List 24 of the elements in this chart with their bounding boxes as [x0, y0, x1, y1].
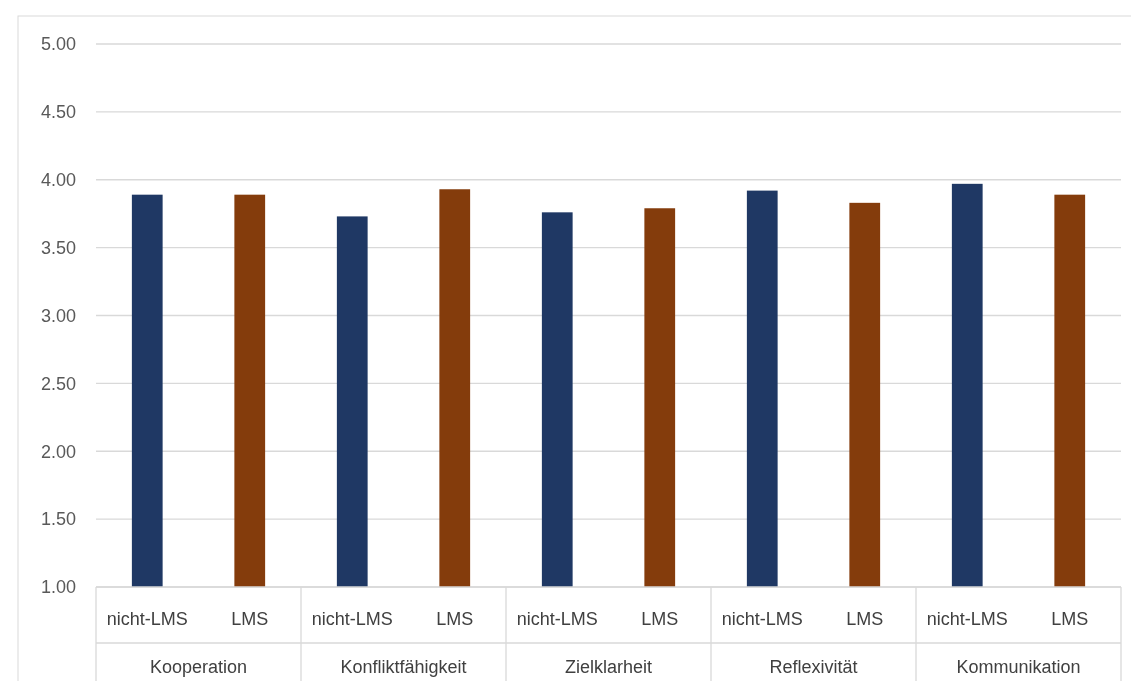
text: Zielklarheit: [564, 657, 653, 678]
x-tick-label: nicht-LMS: [516, 609, 598, 630]
text: Reflexivität: [769, 657, 858, 678]
text: Kooperation: [149, 657, 248, 678]
x-tick-label: nicht-LMS: [106, 609, 188, 630]
x-tick-label: LMS: [641, 609, 679, 630]
text: Kommunikation: [956, 657, 1081, 678]
text: Konfliktfähigkeit: [340, 657, 467, 678]
x-tick-label: nicht-LMS: [721, 609, 803, 630]
y-tick-label: 1.50: [40, 509, 76, 530]
y-tick-label: 5.00: [40, 34, 76, 55]
x-tick-label: LMS: [846, 609, 884, 630]
y-tick-label: 3.50: [40, 237, 76, 258]
y-tick-label: 3.00: [40, 305, 76, 326]
x-tick-label: nicht-LMS: [926, 609, 1008, 630]
y-tick-label: 1.00: [40, 577, 76, 598]
y-tick-label: 4.50: [40, 102, 76, 123]
x-tick-label: nicht-LMS: [311, 609, 393, 630]
x-tick-label: LMS: [231, 609, 269, 630]
y-tick-label: 2.50: [40, 373, 76, 394]
y-tick-label: 4.00: [40, 170, 76, 191]
x-tick-label: LMS: [436, 609, 474, 630]
x-tick-label: LMS: [1051, 609, 1089, 630]
y-tick-label: 2.00: [40, 441, 76, 462]
